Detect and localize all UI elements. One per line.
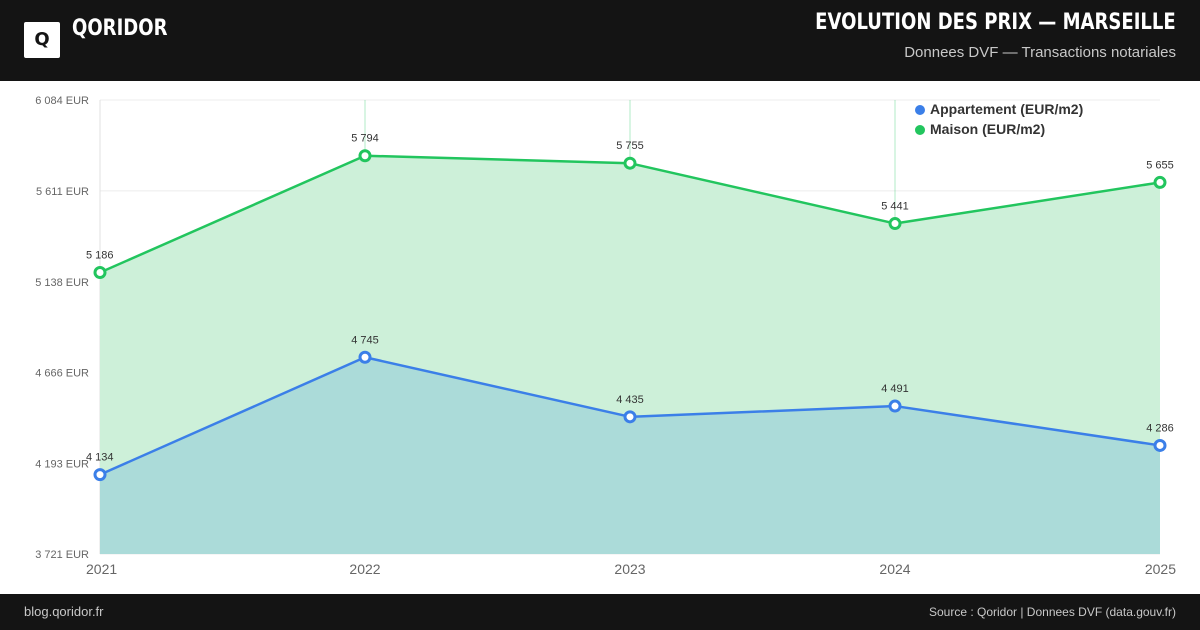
chart-subtitle: Donnees DVF — Transactions notariales [904, 44, 1176, 61]
data-label: 5 794 [351, 133, 379, 145]
data-label: 4 134 [86, 452, 114, 464]
data-label: 5 441 [881, 201, 909, 213]
data-point [358, 149, 372, 163]
x-tick-label: 2022 [349, 561, 380, 577]
legend-label-appartement: Appartement (EUR/m2) [930, 101, 1083, 117]
data-label: 4 286 [1146, 422, 1174, 434]
legend-label-maison: Maison (EUR/m2) [930, 121, 1045, 137]
legend-marker-maison [915, 125, 925, 135]
x-tick-label: 2025 [1145, 561, 1176, 577]
data-point [1153, 438, 1167, 452]
y-tick-label: 5 138 EUR [35, 277, 89, 289]
data-point [93, 266, 107, 280]
data-point [623, 410, 637, 424]
y-tick-label: 3 721 EUR [35, 549, 89, 561]
point-layer [93, 149, 1167, 482]
price-chart: 4 134 4 745 4 435 4 491 4 286 5 186 5 794 5 755… [35, 95, 1176, 577]
area-layer [100, 155, 1160, 554]
data-point [93, 468, 107, 482]
logo-box: Q [24, 22, 60, 58]
x-tick-label: 2024 [879, 561, 910, 577]
data-label: 5 755 [616, 140, 644, 152]
data-label: 5 655 [1146, 159, 1174, 171]
data-label: 5 186 [86, 250, 114, 262]
data-label: 4 491 [881, 383, 909, 395]
y-tick-label: 4 193 EUR [35, 458, 89, 470]
y-tick-label: 6 084 EUR [35, 95, 89, 107]
data-point [888, 399, 902, 413]
chart-title: EVOLUTION DES PRIX — MARSEILLE [815, 10, 1176, 35]
footer-bar: blog.qoridor.fr Source : Qoridor | Donne… [0, 594, 1200, 630]
data-point [1153, 175, 1167, 189]
data-point [888, 217, 902, 231]
footer-link[interactable]: blog.qoridor.fr [24, 604, 104, 619]
y-tick-label: 4 666 EUR [35, 367, 89, 379]
brand-name: QORIDOR [72, 16, 168, 41]
x-tick-label: 2021 [86, 561, 117, 577]
legend: Appartement (EUR/m2) Maison (EUR/m2) [915, 101, 1083, 137]
legend-marker-appartement [915, 105, 925, 115]
data-point [358, 350, 372, 364]
header-bar: Q QORIDOR EVOLUTION DES PRIX — MARSEILLE… [0, 0, 1200, 81]
axis-layer: 3 721 EUR 4 193 EUR 4 666 EUR 5 138 EUR 5 61… [35, 95, 1176, 577]
y-tick-label: 5 611 EUR [36, 186, 89, 198]
data-label: 4 435 [616, 394, 644, 406]
x-tick-label: 2023 [614, 561, 645, 577]
label-layer: 4 134 4 745 4 435 4 491 4 286 5 186 5 794 5 755… [86, 133, 1174, 464]
footer-source: Source : Qoridor | Donnees DVF (data.gou… [928, 605, 1176, 619]
logo-letter: Q [34, 29, 50, 50]
data-label: 4 745 [351, 334, 379, 346]
data-point [623, 156, 637, 170]
